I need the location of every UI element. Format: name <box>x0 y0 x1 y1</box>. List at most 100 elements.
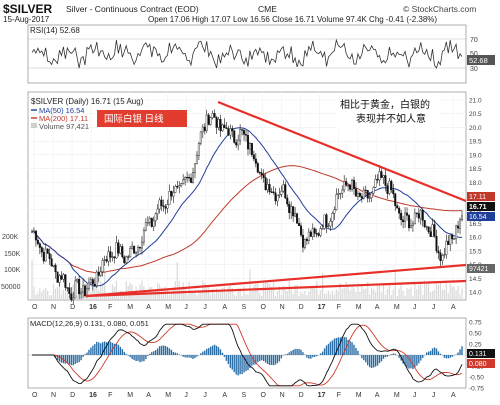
candle-body <box>108 252 110 261</box>
price-tick-label: 20.0 <box>469 125 482 132</box>
macd-tick-label: 0.25 <box>469 342 482 349</box>
macd-tick-label: 0.75 <box>469 320 482 327</box>
candle-body <box>420 210 422 218</box>
volume-bar <box>234 295 235 300</box>
macd-hist-bar <box>444 355 445 358</box>
macd-hist-bar <box>296 349 297 355</box>
candle-body <box>442 255 444 260</box>
macd-hist-bar <box>236 355 237 375</box>
macd-hist-bar <box>365 355 366 362</box>
volume-bar <box>387 289 388 300</box>
macd-hist-bar <box>267 355 268 364</box>
x-tick-label-bottom: A <box>146 392 151 399</box>
volume-bar <box>310 288 311 300</box>
volume-bar <box>171 294 172 300</box>
candle-body <box>261 173 263 175</box>
macd-hist-bar <box>361 355 362 358</box>
candle-body <box>247 135 249 149</box>
volume-bar <box>363 289 364 300</box>
x-tick-label: J <box>413 304 417 311</box>
candle-body <box>255 159 257 163</box>
macd-tick-label: 0.50 <box>469 331 482 338</box>
candle-body <box>461 216 463 220</box>
macd-hist-bar <box>369 355 370 367</box>
macd-hist-bar <box>69 355 70 364</box>
candle-body <box>165 207 167 209</box>
candle-body <box>357 193 359 196</box>
volume-bar <box>192 292 193 300</box>
x-tick-label-bottom: A <box>222 392 227 399</box>
macd-hist-bar <box>151 352 152 355</box>
candle-body <box>112 257 114 258</box>
candle-body <box>251 143 253 154</box>
candle-body <box>61 276 63 280</box>
macd-hist-bar <box>275 355 276 365</box>
candle-body <box>363 190 365 198</box>
x-tick-label-bottom: S <box>241 392 246 399</box>
candle-body <box>459 220 461 228</box>
volume-bar <box>243 286 244 300</box>
volume-bar <box>267 282 268 300</box>
candle-body <box>265 178 267 190</box>
volume-bar <box>226 293 227 300</box>
volume-bar <box>214 293 215 300</box>
candle-body <box>70 294 72 300</box>
volume-bar <box>116 281 117 300</box>
macd-hist-bar <box>455 354 456 355</box>
candle-body <box>135 252 137 253</box>
macd-hist-bar <box>208 348 209 355</box>
macd-hist-bar <box>129 355 130 357</box>
volume-bar <box>287 291 288 300</box>
candle-body <box>416 213 418 214</box>
candle-body <box>202 127 204 132</box>
candle-body <box>279 194 281 195</box>
candle-body <box>41 248 43 253</box>
volume-bar <box>257 282 258 300</box>
ohlc-readout: Open 17.06 High 17.07 Low 16.56 Close 16… <box>148 15 437 24</box>
candle-body <box>355 189 357 197</box>
macd-hist-bar <box>153 351 154 355</box>
x-tick-label-bottom: F <box>108 392 112 399</box>
candle-body <box>151 218 153 227</box>
x-tick-label: A <box>222 304 227 311</box>
volume-bar <box>263 283 264 300</box>
volume-bar <box>281 295 282 300</box>
macd-hist-bar <box>461 346 462 355</box>
candle-body <box>131 246 133 248</box>
x-tick-label-bottom: D <box>70 392 75 399</box>
x-tick-label: F <box>337 304 341 311</box>
volume-bar <box>432 291 433 300</box>
volume-bar <box>112 284 113 300</box>
macd-hist-bar <box>393 353 394 355</box>
macd-hist-bar <box>385 355 386 357</box>
candle-body <box>214 113 216 117</box>
macd-hist-bar <box>290 351 291 355</box>
candle-body <box>149 218 151 222</box>
candle-body <box>86 288 88 295</box>
macd-hist-bar <box>273 355 274 365</box>
candle-body <box>292 206 294 216</box>
exchange-label: CME <box>258 4 277 14</box>
volume-bar <box>365 289 366 300</box>
macd-hist-bar <box>328 344 329 355</box>
macd-hist-bar <box>436 348 437 355</box>
volume-bar <box>461 289 462 300</box>
macd-hist-bar <box>269 355 270 365</box>
macd-hist-bar <box>131 355 132 359</box>
macd-hist-bar <box>310 355 311 359</box>
macd-hist-bar <box>287 354 288 355</box>
candle-body <box>389 181 391 193</box>
volume-bar <box>302 294 303 300</box>
candle-body <box>233 131 235 143</box>
x-tick-label: M <box>394 304 400 311</box>
macd-hist-bar <box>84 354 85 355</box>
candle-body <box>444 255 446 256</box>
macd-hist-bar <box>196 355 197 357</box>
macd-hist-bar <box>395 354 396 355</box>
volume-bar <box>47 291 48 300</box>
macd-hist-bar <box>90 348 91 355</box>
macd-hist-bar <box>448 355 449 358</box>
macd-hist-bar <box>241 355 242 374</box>
volume-bar <box>187 295 188 300</box>
macd-hist-bar <box>92 346 93 355</box>
